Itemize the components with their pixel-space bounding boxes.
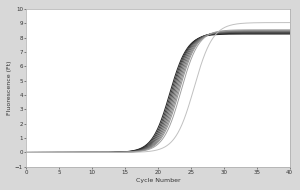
Y-axis label: Fluorescence (Ft): Fluorescence (Ft) bbox=[7, 61, 12, 115]
X-axis label: Cycle Number: Cycle Number bbox=[136, 178, 180, 183]
